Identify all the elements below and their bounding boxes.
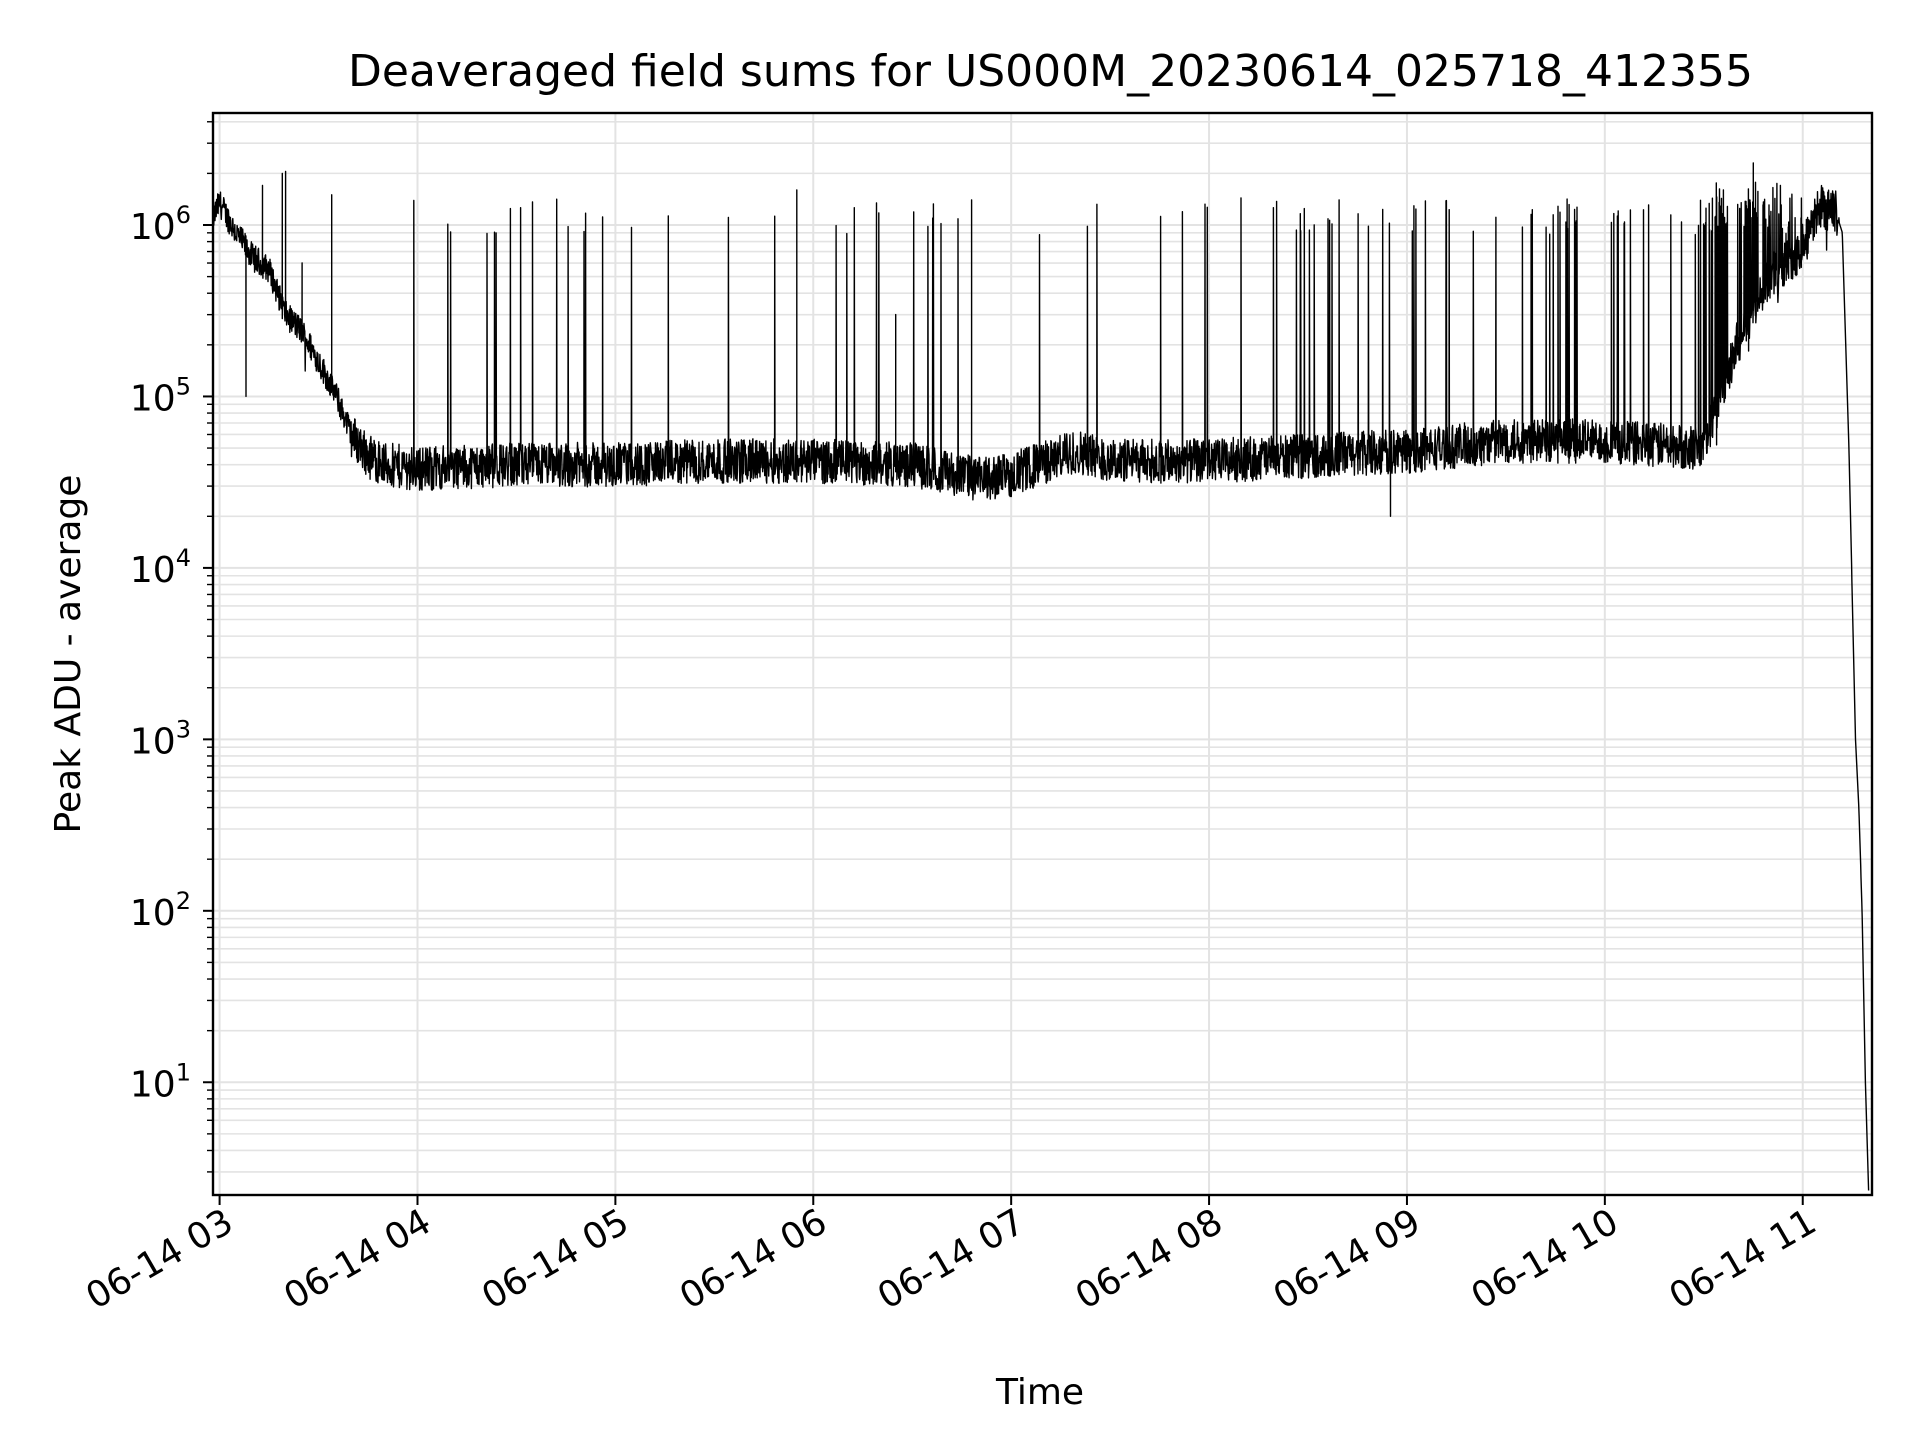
y-tick-label: 104 bbox=[130, 544, 191, 591]
grid-lines bbox=[213, 113, 1872, 1195]
y-tick-label: 105 bbox=[130, 372, 191, 419]
x-tick-label: 06-14 11 bbox=[1663, 1201, 1824, 1317]
x-tick-label: 06-14 09 bbox=[1267, 1201, 1428, 1317]
y-tick-label: 106 bbox=[130, 201, 191, 248]
x-axis-label: Time bbox=[995, 1372, 1084, 1413]
y-axis-label: Peak ADU - average bbox=[48, 475, 89, 834]
x-tick-label: 06-14 06 bbox=[673, 1201, 834, 1317]
y-tick-label: 101 bbox=[130, 1058, 191, 1105]
series-line bbox=[212, 162, 1870, 1191]
y-tick-label: 102 bbox=[130, 887, 191, 934]
x-tick-label: 06-14 03 bbox=[79, 1201, 240, 1317]
x-tick-label: 06-14 10 bbox=[1465, 1201, 1626, 1317]
x-tick-label: 06-14 04 bbox=[277, 1201, 438, 1317]
x-tick-label: 06-14 08 bbox=[1069, 1201, 1230, 1317]
x-tick-label: 06-14 07 bbox=[871, 1201, 1032, 1317]
plot-frame bbox=[211, 111, 1874, 1197]
chart-title: Deaveraged field sums for US000M_2023061… bbox=[348, 46, 1753, 97]
y-tick-label: 103 bbox=[130, 715, 191, 762]
axis-ticks: 06-14 03 06-14 04 06-14 05 06-14 06 06-14 07… bbox=[79, 121, 1824, 1318]
x-tick-label: 06-14 05 bbox=[475, 1201, 636, 1317]
data-series bbox=[212, 162, 1870, 1191]
